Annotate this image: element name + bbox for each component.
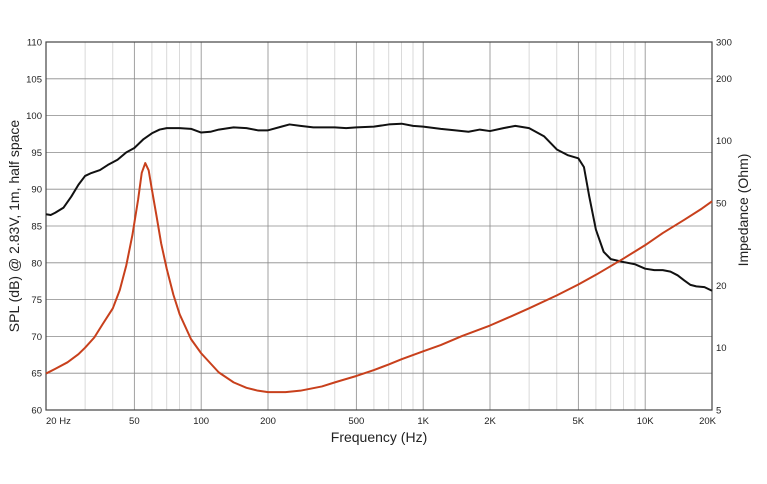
y2-tick-label: 10: [716, 343, 727, 354]
grid: [45, 41, 713, 411]
y-tick-label: 75: [31, 295, 42, 306]
y-tick-label: 65: [31, 369, 42, 380]
y-tick-label: 110: [27, 38, 42, 49]
y2-tick-label: 50: [716, 199, 727, 210]
y-tick-label: 85: [31, 222, 42, 233]
x-tick-label: 2K: [484, 416, 496, 427]
y2-tick-label: 200: [716, 74, 732, 85]
y-tick-label: 90: [31, 185, 42, 196]
x-tick-label: 500: [348, 416, 364, 427]
y-tick-label: 100: [26, 111, 42, 122]
y-tick-label: 70: [31, 332, 42, 343]
x-tick-label: 10K: [637, 416, 655, 427]
x-tick-label: 5K: [573, 416, 585, 427]
x-tick-label: 20 Hz: [46, 416, 71, 427]
x-tick-label: 50: [129, 416, 140, 427]
y-tick-label: 80: [31, 258, 42, 269]
x-tick-label: 200: [260, 416, 276, 427]
y-tick-label: 60: [31, 406, 42, 417]
plot-frame: [45, 41, 713, 411]
series-layer: [45, 122, 713, 394]
x-tick-label: 20K: [699, 416, 717, 427]
ticks-layer: 20 Hz 50 100 200 500 1K 2K 5K 10K 20K110105100959…: [26, 38, 732, 428]
y2-tick-label: 100: [716, 136, 732, 147]
y-tick-label: 105: [26, 74, 42, 85]
y2-tick-label: 5: [716, 406, 721, 417]
y2-tick-label: 300: [716, 38, 732, 49]
x-tick-label: 1K: [417, 416, 429, 427]
impedance-curve: [45, 162, 713, 394]
y2-axis-label: Impedance (Ohm): [735, 154, 751, 267]
x-axis-label: Frequency (Hz): [331, 429, 427, 445]
x-tick-label: 100: [193, 416, 209, 427]
y-tick-label: 95: [31, 148, 42, 159]
spl-curve: [45, 122, 713, 292]
y2-tick-label: 20: [716, 281, 727, 292]
y-axis-label: SPL (dB) @ 2.83V, 1m, half space: [6, 120, 22, 333]
